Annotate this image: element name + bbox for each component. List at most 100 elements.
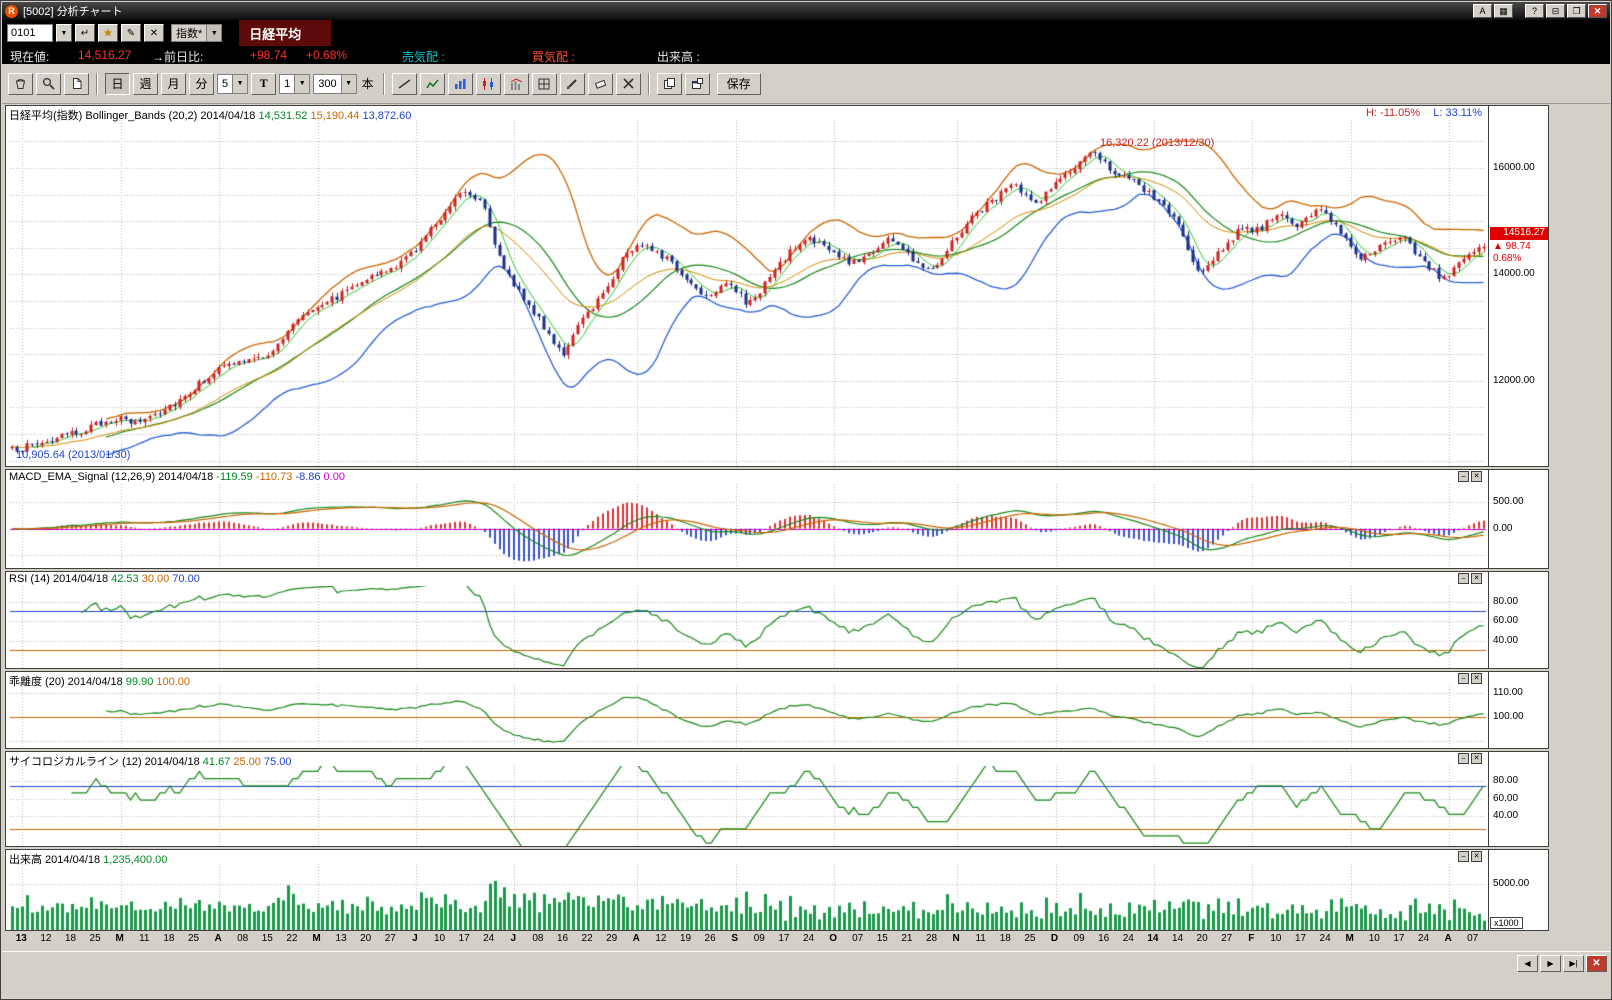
x-axis-label: 25 <box>187 933 200 944</box>
scroll-left-button[interactable]: ◀ <box>1517 955 1538 972</box>
panel-close-button[interactable]: ✕ <box>1471 573 1482 584</box>
pencil-button[interactable] <box>559 72 585 95</box>
y-axis-label: 110.00 <box>1493 687 1523 699</box>
memo-icon[interactable]: ✎ <box>121 24 141 42</box>
category-select[interactable]: 指数* ▼ <box>171 24 223 42</box>
dropdown-arrow-icon: ▼ <box>294 74 310 93</box>
bar-count-select[interactable]: 300 ▼ <box>313 73 357 94</box>
copy-chart-button[interactable] <box>656 72 682 95</box>
trend-line-icon <box>398 78 411 89</box>
rsi-panel: RSI (14) 2014/04/18 42.53 30.00 70.00 – ✕… <box>5 571 1549 669</box>
candlestick-chart-canvas[interactable] <box>10 120 1486 466</box>
psychological-chart-canvas[interactable] <box>10 766 1486 846</box>
save-button[interactable]: 保存 <box>716 72 761 95</box>
grid-icon <box>538 78 550 89</box>
x-axis-label: S <box>731 933 739 944</box>
period-day-button[interactable]: 日 <box>105 72 130 95</box>
panel-title-part: -119.59 <box>216 471 253 483</box>
volume-overlay-button[interactable] <box>503 72 529 95</box>
line-chart-button[interactable] <box>419 72 445 95</box>
app-logo-icon: R <box>5 4 18 18</box>
duplicate-window-button[interactable] <box>684 72 710 95</box>
ma-period-select[interactable]: 5 ▼ <box>217 73 249 94</box>
period-month-button[interactable]: 月 <box>161 72 186 95</box>
delete-drawing-button[interactable] <box>615 72 641 95</box>
panel-minimize-button[interactable]: – <box>1458 673 1469 684</box>
panel-window-controls: – ✕ <box>1458 673 1482 684</box>
macd-chart-canvas[interactable] <box>10 484 1486 568</box>
deviation-chart-canvas[interactable] <box>10 686 1486 748</box>
bucket-icon <box>15 79 26 89</box>
interval-select[interactable]: 1 ▼ <box>279 73 311 94</box>
x-axis-label: 24 <box>802 933 815 944</box>
change-percent-value: +0.68% <box>306 48 348 62</box>
scroll-latest-button[interactable]: ▶| <box>1563 955 1584 972</box>
x-axis-label: 18 <box>163 933 175 944</box>
period-week-button[interactable]: 週 <box>133 72 158 95</box>
candle-chart-button[interactable] <box>475 72 501 95</box>
grid-button[interactable] <box>531 72 557 95</box>
new-window-button[interactable] <box>64 72 89 95</box>
x-axis-label: 28 <box>925 933 938 944</box>
panel-close-button[interactable]: ✕ <box>1471 673 1482 684</box>
volume-chart-canvas[interactable] <box>10 864 1486 930</box>
page-icon <box>72 78 81 89</box>
x-axis-label: J <box>412 933 418 944</box>
x-axis-label: 12 <box>655 933 667 944</box>
panel-close-button[interactable]: ✕ <box>1471 471 1482 482</box>
x-axis-label: 08 <box>237 933 249 944</box>
enter-icon[interactable]: ↵ <box>75 24 95 42</box>
eraser-button[interactable] <box>587 72 613 95</box>
bars-unit-label: 本 <box>361 77 374 91</box>
axis-divider <box>1488 106 1489 466</box>
panel-close-button[interactable]: ✕ <box>1471 851 1482 862</box>
eraser-icon <box>594 79 606 89</box>
symbol-code-input[interactable] <box>7 24 53 42</box>
close-button[interactable]: ✕ <box>1588 4 1607 18</box>
favorite-icon[interactable]: ★ <box>98 24 118 42</box>
layout-button[interactable]: ▦ <box>1494 4 1513 18</box>
help-button[interactable]: ? <box>1525 4 1544 18</box>
minimize-button[interactable]: ⊟ <box>1546 4 1565 18</box>
panel-minimize-button[interactable]: – <box>1458 851 1469 862</box>
volume-unit-label: x1000 <box>1490 917 1523 929</box>
symbol-bar: ▼ ↵ ★ ✎ ✕ 指数* ▼ 日経平均 <box>2 19 1610 47</box>
x-axis-label: 07 <box>852 933 864 944</box>
change-value: +98.74 <box>250 48 288 62</box>
x-axis-label: O <box>829 933 837 944</box>
rsi-chart-canvas[interactable] <box>10 586 1486 668</box>
y-axis-label: 80.00 <box>1493 775 1519 787</box>
font-size-button[interactable]: A <box>1473 4 1492 18</box>
clear-icon[interactable]: ✕ <box>144 24 164 42</box>
period-minute-button[interactable]: 分 <box>189 72 214 95</box>
psychological-panel: サイコロジカルライン (12) 2014/04/18 41.67 25.00 7… <box>5 751 1549 847</box>
y-axis-label: 5000.00 <box>1493 878 1530 890</box>
maximize-button[interactable]: ❐ <box>1567 4 1586 18</box>
panel-close-button[interactable]: ✕ <box>1471 753 1482 764</box>
panel-minimize-button[interactable]: – <box>1458 471 1469 482</box>
panel-title-part: 41.67 <box>202 756 231 768</box>
panel-minimize-button[interactable]: – <box>1458 573 1469 584</box>
text-tool-button[interactable]: T <box>251 72 277 95</box>
close-chart-button[interactable]: ✕ <box>1586 955 1607 972</box>
x-axis-label: 17 <box>1294 933 1307 944</box>
scroll-right-button[interactable]: ▶ <box>1540 955 1561 972</box>
symbol-dropdown-button[interactable]: ▼ <box>56 24 72 42</box>
clear-chart-button[interactable] <box>8 72 33 95</box>
change-label: →前日比: <box>152 50 204 64</box>
panel-title-part: 100.00 <box>153 676 191 688</box>
panel-minimize-button[interactable]: – <box>1458 753 1469 764</box>
axis-divider <box>1488 672 1489 748</box>
status-bar: ◀ ▶ ▶| ✕ <box>2 951 1610 977</box>
chart-navigation: ◀ ▶ ▶| ✕ <box>1517 955 1607 972</box>
trend-line-button[interactable] <box>391 72 417 95</box>
x-axis-label: 08 <box>532 933 544 944</box>
zoom-button[interactable] <box>36 72 61 95</box>
bar-chart-button[interactable] <box>447 72 473 95</box>
x-axis-label: A <box>214 933 222 944</box>
volume-panel-header: 出来高 2014/04/18 1,235,400.00 <box>9 851 167 866</box>
deviation-panel: 乖離度 (20) 2014/04/18 99.90 100.00 – ✕ 110.0… <box>5 671 1549 749</box>
bar-count-value: 300 <box>318 77 337 90</box>
y-axis-label: 500.00 <box>1493 496 1524 508</box>
x-axis-label: 16 <box>556 933 569 944</box>
